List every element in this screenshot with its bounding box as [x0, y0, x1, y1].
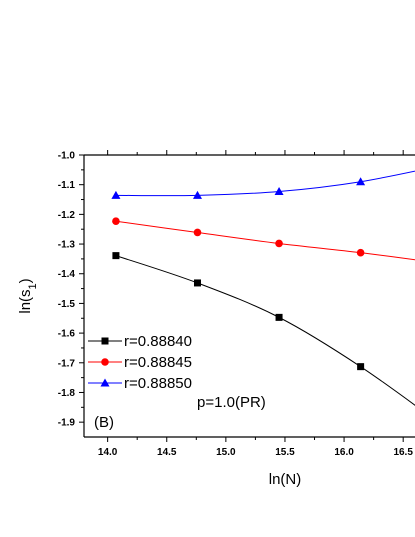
data-point	[356, 177, 366, 186]
data-point	[356, 248, 365, 257]
x-tick-label: 16.5	[393, 447, 413, 458]
data-point	[111, 190, 121, 199]
legend-item: r=0.88840	[88, 333, 192, 350]
x-axis-title: ln(N)	[269, 471, 302, 488]
x-tick-label: 14.5	[157, 447, 177, 458]
legend-label: r=0.88845	[124, 354, 192, 371]
legend: r=0.88840 r=0.88845 r=0.88850	[88, 333, 192, 392]
data-point	[112, 252, 120, 260]
legend-marker	[100, 378, 110, 387]
data-point	[112, 217, 120, 225]
series-layer	[111, 170, 415, 406]
y-tick-label: -1.6	[58, 329, 76, 340]
y-tick-label: -1.4	[58, 269, 76, 280]
data-point	[357, 363, 365, 371]
y-axis-title: ln(s1)	[17, 278, 39, 313]
x-tick-label: 16.0	[334, 447, 354, 458]
series-line	[115, 170, 415, 197]
y-tick-label: -1.0	[58, 151, 76, 162]
y-axis-title-subscript: 1	[27, 283, 39, 289]
series-line	[115, 220, 415, 261]
annotation-pr: p=1.0(PR)	[197, 394, 266, 411]
data-point	[275, 313, 283, 321]
series-square	[112, 252, 415, 406]
x-tick-label: 15.5	[275, 447, 295, 458]
data-point	[193, 279, 201, 287]
data-point	[274, 187, 284, 196]
x-tick-label: 14.0	[98, 447, 118, 458]
legend-marker	[101, 358, 109, 366]
legend-marker	[101, 337, 109, 345]
y-tick-label: -1.7	[58, 358, 76, 369]
annotation-panel-label: (B)	[94, 414, 114, 431]
legend-item: r=0.88850	[88, 375, 192, 392]
data-point	[193, 228, 202, 237]
x-tick-label: 15.0	[216, 447, 236, 458]
y-tick-label: -1.5	[58, 299, 76, 310]
legend-item: r=0.88845	[88, 354, 192, 371]
series-triangle	[111, 170, 415, 199]
axes: 14.0 14.5 15.0 15.5 16.0 16.5 -1.0 -1.1 -1.2 -1.3…	[58, 150, 415, 458]
y-tick-label: -1.1	[58, 180, 76, 191]
y-tick-label: -1.3	[58, 240, 76, 251]
y-axis-title-main: ln(s	[17, 289, 34, 313]
data-point	[192, 190, 202, 199]
y-axis-title-close: )	[17, 278, 34, 283]
data-point	[275, 239, 283, 248]
y-tick-label: -1.9	[58, 418, 76, 429]
y-tick-label: -1.8	[58, 388, 76, 399]
legend-label: r=0.88840	[124, 333, 192, 350]
series-circle	[112, 217, 415, 261]
legend-label: r=0.88850	[124, 375, 192, 392]
y-tick-label: -1.2	[58, 210, 76, 221]
